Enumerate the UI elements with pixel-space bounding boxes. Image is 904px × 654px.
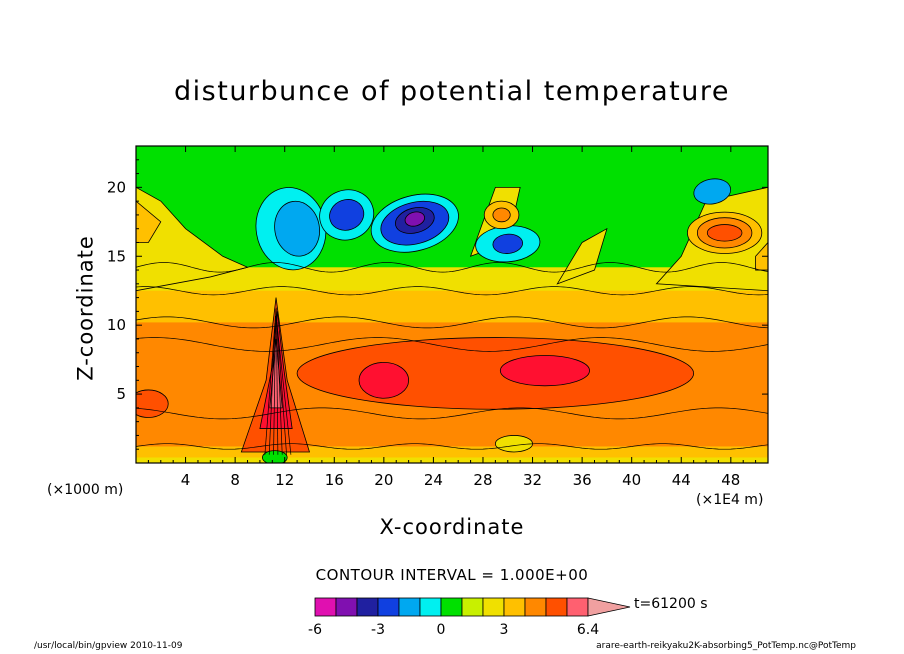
plume-contour-6 (277, 329, 292, 455)
x-tick-label-24: 24 (424, 471, 443, 489)
footer-left: /usr/local/bin/gpview 2010-11-09 (34, 641, 183, 651)
surface-green-spot (262, 450, 288, 463)
x-tick-label-44: 44 (672, 471, 691, 489)
contour-line-3 (136, 316, 768, 329)
plume-contour-5 (276, 322, 287, 455)
contour-line-6 (136, 443, 768, 450)
max-cell-20 (358, 361, 410, 399)
colorbar-overflow-arrow (587, 597, 631, 617)
chart-title: disturbunce of potential temperature (174, 76, 730, 107)
contour-line-1 (136, 262, 768, 273)
colorbar-label--3: -3 (371, 622, 385, 638)
cold-cell-blue-4 (492, 233, 524, 254)
x-tick-label-4: 4 (181, 471, 191, 489)
cold-cell-blue-5 (693, 178, 732, 205)
footer-right: arare-earth-reikyaku2K-absorbing5_PotTem… (596, 641, 856, 651)
colorbar-swatch-1 (335, 597, 358, 617)
colorbar-swatch-8 (482, 597, 505, 617)
colorbar-swatch-6 (440, 597, 463, 617)
cold-cell-blue-2 (329, 199, 365, 231)
time-label: t=61200 s (634, 596, 708, 612)
plume-contour-1 (268, 315, 276, 455)
y-tick-label-20: 20 (107, 178, 126, 196)
x-tick-label-8: 8 (230, 471, 240, 489)
warm-layer-5-6 (296, 337, 695, 410)
plume-contour-0 (264, 323, 276, 455)
colorbar-swatch-5 (419, 597, 442, 617)
colorbar-swatch-9 (503, 597, 526, 617)
y-axis-label: Z-coordinate (73, 235, 98, 381)
colorbar-swatch-2 (356, 597, 379, 617)
max-cell-33 (499, 355, 590, 387)
colorbar-swatch-12 (566, 597, 589, 617)
colorbar: -6 -3 0 3 6.4 (308, 597, 631, 638)
left-yellow-wave (136, 186, 249, 292)
colorbar-label-0: 0 (437, 622, 446, 638)
contour-lines (136, 262, 768, 455)
x-tick-label-12: 12 (275, 471, 294, 489)
colorbar-swatch-7 (461, 597, 484, 617)
cold-cell-blue-1 (274, 200, 320, 257)
y-tick-label-5: 5 (116, 385, 126, 403)
surface-yellow-spot (494, 435, 533, 453)
x-tick-label-28: 28 (473, 471, 492, 489)
x-unit-right-label: (×1E4 m) (696, 492, 764, 508)
colorbar-swatch-3 (377, 597, 400, 617)
contour-line-2 (136, 286, 768, 296)
colorbar-swatch-4 (398, 597, 421, 617)
y-axis: 5 10 15 20 (107, 159, 768, 450)
colorbar-label-6.4: 6.4 (577, 622, 599, 638)
band-surface-2-3 (136, 457, 768, 463)
colorbar-swatch-10 (524, 597, 547, 617)
plume-contour-3 (275, 307, 279, 455)
cold-cell-purple-3 (404, 211, 425, 227)
colorbar-swatch-11 (545, 597, 568, 617)
plot-frame (135, 145, 769, 464)
x-tick-label-48: 48 (721, 471, 740, 489)
x-tick-label-16: 16 (325, 471, 344, 489)
x-axis: 4 8 12 16 20 24 28 32 36 40 44 48 (147, 146, 757, 489)
colorbar-label-3: 3 (500, 622, 509, 638)
plume-contour-4 (276, 314, 283, 455)
warm-cell-upper-2c (706, 224, 743, 242)
contour-line-4 (136, 337, 768, 352)
right-orange-edge (755, 241, 768, 271)
x-axis-label: X-coordinate (379, 515, 525, 539)
plume-contour-2 (273, 308, 277, 455)
colorbar-label--6: -6 (308, 622, 322, 638)
colorbar-swatch-0 (314, 597, 337, 617)
left-edge-cell (136, 389, 169, 418)
left-orange-wave (136, 200, 162, 243)
y-tick-label-15: 15 (107, 247, 126, 265)
contour-line-5 (136, 407, 768, 420)
plot-area (136, 146, 768, 463)
y-tick-label-10: 10 (107, 316, 126, 334)
x-tick-label-20: 20 (374, 471, 393, 489)
warm-cell-upper-1b (492, 207, 511, 223)
x-tick-label-32: 32 (523, 471, 542, 489)
contour-interval: CONTOUR INTERVAL = 1.000E+00 (315, 566, 589, 584)
x-unit-label: (×1000 m) (47, 482, 124, 498)
x-tick-label-40: 40 (622, 471, 641, 489)
x-tick-label-36: 36 (573, 471, 592, 489)
